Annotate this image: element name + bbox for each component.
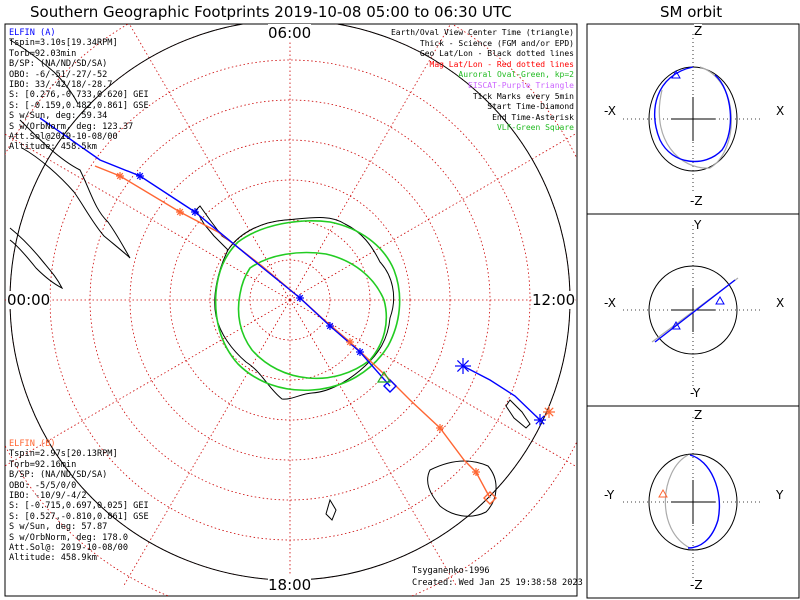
legend-item: VLF-Green Square xyxy=(496,123,574,133)
elfin-a-line: Torb=92.03min xyxy=(9,48,77,59)
created-label: Created: Wed Jan 25 19:38:58 2023 xyxy=(412,578,583,588)
elfin-b-tick xyxy=(116,172,124,180)
auroral-oval xyxy=(214,220,401,392)
south-america xyxy=(19,119,131,259)
elfin-a-start-diamond xyxy=(383,379,397,393)
elfin-b-line: S: [0.527,-0.810,0.861] GSE xyxy=(9,511,149,522)
sm-marker xyxy=(708,545,716,553)
australia xyxy=(427,460,497,517)
tick-bottom: 18:00 xyxy=(268,576,312,594)
elfin-b-line: Altitude: 458.9km xyxy=(9,553,97,564)
sm-orbit-panels xyxy=(623,34,763,587)
sm1-right: X xyxy=(776,104,785,118)
sm-orbit-a xyxy=(687,454,721,549)
elfin-b-line: S w/OrbNorm, deg: 178.0 xyxy=(9,532,128,543)
tick-right: 12:00 xyxy=(532,291,576,309)
view-center-triangle xyxy=(376,370,392,383)
page-title: Southern Geographic Footprints 2019-10-0… xyxy=(30,3,512,21)
elfin-b-start-diamond xyxy=(483,491,497,505)
sm-orbit-title: SM orbit xyxy=(660,3,723,21)
legend-item: Tick Marks every 5min xyxy=(472,91,574,101)
sm-triangle xyxy=(715,295,725,305)
mag-grid-spokes xyxy=(5,24,577,596)
elfin-b-line: Torb=92.16min xyxy=(9,459,77,470)
model-label: Tsyganenko-1996 xyxy=(412,566,490,576)
sm-orbit-a xyxy=(653,66,732,163)
elfin-b-tick xyxy=(436,424,444,432)
elfin-a-end-asterisk xyxy=(455,358,471,374)
legend-item: End Time-Asterisk xyxy=(492,112,574,122)
elfin-b-end-asterisk xyxy=(543,406,555,418)
elfin-a-line: OBO: -6/-51/-27/-52 xyxy=(9,69,108,80)
elfin-a-line: B/SP: (NA/ND/SD/SA) xyxy=(9,59,108,70)
elfin-a-tick xyxy=(534,414,546,426)
elfin-a-info: ELFIN (A) Tspin=3.10s[19.34RPM] Torb=92.… xyxy=(9,28,149,153)
sm1-bottom: -Z xyxy=(690,194,703,208)
elfin-a-track xyxy=(39,117,391,387)
elfin-a-name: ELFIN (A) xyxy=(9,28,56,38)
elfin-a-tick xyxy=(356,348,364,356)
elfin-a-line: Altitude: 458.5km xyxy=(9,142,97,153)
elfin-a-tick xyxy=(191,208,199,216)
sm3-top: Z xyxy=(694,408,703,422)
sm2-top: Y xyxy=(694,218,702,232)
elfin-b-line: IBO: -10/9/-4/2 xyxy=(9,491,87,502)
elfin-b-line: S: [-0.715,0.697,0.025] GEI xyxy=(9,501,149,512)
sm2-left: -X xyxy=(604,296,616,310)
africa-tip xyxy=(9,39,79,105)
sm3-right: Y xyxy=(776,488,784,502)
footprint-tracks xyxy=(39,117,716,553)
elfin-a-line: Tspin=3.10s[19.34RPM] xyxy=(9,38,118,49)
sm1-top: Z xyxy=(694,24,703,38)
legend: Earth/Oval View Center Time (triangle) T… xyxy=(391,28,574,134)
legend-item: Geo Lat/Lon - Black dotted lines xyxy=(419,49,574,59)
elfin-b-track xyxy=(94,165,491,499)
legend-item: Start Time-Diamond xyxy=(487,102,574,112)
sm1-left: -X xyxy=(604,104,616,118)
sm3-bottom: -Z xyxy=(690,578,703,592)
elfin-b-line: OBO: -5/5/0/0 xyxy=(9,480,77,491)
legend-item: Earth/Oval View Center Time (triangle) xyxy=(390,28,574,37)
legend-item: Thick - Science (FGM and/or EPD) xyxy=(419,38,574,48)
sm-orbit-b xyxy=(664,454,691,549)
antarctica xyxy=(214,217,395,400)
legend-item: Auroral Oval-Green, kp=2 xyxy=(458,70,574,80)
elfin-b-tick xyxy=(176,208,184,216)
sm-orbit-a xyxy=(654,279,736,343)
elfin-a-line: S w/Sun, deg: 59.34 xyxy=(9,111,108,122)
small-island xyxy=(325,498,337,521)
tick-left: 00:00 xyxy=(7,291,51,309)
sm-triangle xyxy=(658,488,668,498)
legend-item: Mag Lat/Lon - Red dotted lines xyxy=(429,59,575,69)
south-america-west xyxy=(9,227,64,290)
sm2-right: X xyxy=(776,296,785,310)
sm3-left: -Y xyxy=(604,488,615,502)
elfin-b-line: Tspin=2.97s[20.13RPM] xyxy=(9,449,118,460)
elfin-b-tick xyxy=(472,468,480,476)
elfin-b-line: S w/Sun, deg: 57.87 xyxy=(9,522,108,533)
elfin-a-line: Att.Sol@2019-10-08/00 xyxy=(9,132,118,143)
tick-top: 06:00 xyxy=(268,24,312,42)
sm-triangle xyxy=(671,320,681,330)
elfin-b-info: ELFIN (B) Tspin=2.97s[20.13RPM] Torb=92.… xyxy=(9,439,149,564)
elfin-b-tick xyxy=(346,338,354,346)
sm-frame-3 xyxy=(586,405,800,599)
elfin-b-line: Att.Sol@: 2019-10-08/00 xyxy=(9,543,128,554)
elfin-a-line: IBO: 33/-42/18/-28.7 xyxy=(9,80,113,91)
elfin-a-tick xyxy=(326,322,334,330)
new-zealand xyxy=(505,399,531,429)
elfin-a-tick xyxy=(136,172,144,180)
elfin-b-line: B/SP: (NA/ND/SD/SA) xyxy=(9,470,108,481)
elfin-a-line: S: [-0.159,0.482,0.861] GSE xyxy=(9,100,149,111)
sm-triangle xyxy=(671,69,681,79)
legend-item: EISCAT-Purple Triangle xyxy=(468,80,574,90)
elfin-a-line: S: [0.276,-0.733,0.620] GEI xyxy=(9,90,149,101)
elfin-b-name: ELFIN (B) xyxy=(9,439,56,449)
elfin-a-line: S w/OrbNorm, deg: 123.37 xyxy=(9,121,134,132)
elfin-a-tick xyxy=(296,294,304,302)
sm2-bottom: -Y xyxy=(690,386,701,400)
